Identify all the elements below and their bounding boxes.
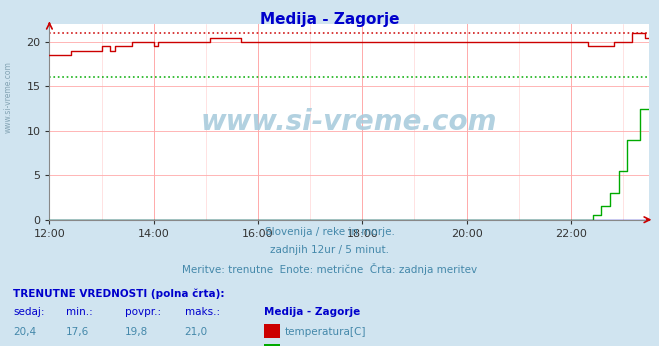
- Text: TRENUTNE VREDNOSTI (polna črta):: TRENUTNE VREDNOSTI (polna črta):: [13, 289, 225, 299]
- Text: 20,4: 20,4: [13, 327, 36, 337]
- Text: www.si-vreme.com: www.si-vreme.com: [201, 108, 498, 136]
- Text: Meritve: trenutne  Enote: metrične  Črta: zadnja meritev: Meritve: trenutne Enote: metrične Črta: …: [182, 263, 477, 275]
- Text: 19,8: 19,8: [125, 327, 148, 337]
- Text: sedaj:: sedaj:: [13, 307, 45, 317]
- Text: 17,6: 17,6: [66, 327, 89, 337]
- Text: temperatura[C]: temperatura[C]: [285, 327, 366, 337]
- Text: Medija - Zagorje: Medija - Zagorje: [260, 12, 399, 27]
- Text: Medija - Zagorje: Medija - Zagorje: [264, 307, 360, 317]
- Text: zadnjih 12ur / 5 minut.: zadnjih 12ur / 5 minut.: [270, 245, 389, 255]
- Text: povpr.:: povpr.:: [125, 307, 161, 317]
- Text: maks.:: maks.:: [185, 307, 219, 317]
- Text: min.:: min.:: [66, 307, 93, 317]
- Text: 21,0: 21,0: [185, 327, 208, 337]
- Text: www.si-vreme.com: www.si-vreme.com: [3, 61, 13, 133]
- Text: Slovenija / reke in morje.: Slovenija / reke in morje.: [264, 227, 395, 237]
